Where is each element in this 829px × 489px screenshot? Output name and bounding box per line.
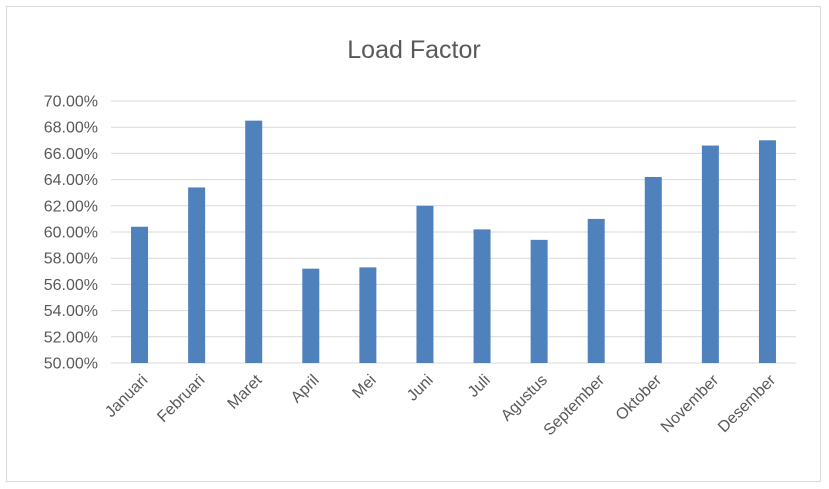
bar-november bbox=[701, 145, 719, 363]
x-axis-category-labels: Januari Februari Maret April Mei Juni Juli Agus… bbox=[102, 371, 780, 439]
x-category-label: Juli bbox=[465, 372, 494, 401]
y-axis-tick-labels: 50.00% 52.00% 54.00% 56.00% 58.00% 60.00% 62.0… bbox=[44, 94, 98, 373]
y-tick-label: 60.00% bbox=[44, 225, 98, 242]
gridlines bbox=[111, 100, 796, 364]
chart-title: Load Factor bbox=[347, 36, 480, 64]
x-category-label: Agustus bbox=[498, 372, 551, 425]
bar-juni bbox=[416, 205, 434, 363]
x-category-label: Juni bbox=[404, 372, 437, 405]
x-category-label: Maret bbox=[225, 371, 266, 412]
x-category-label: September bbox=[541, 371, 609, 439]
bar-desember bbox=[758, 140, 776, 363]
y-tick-label: 70.00% bbox=[44, 94, 98, 111]
x-category-label: Mei bbox=[349, 372, 379, 402]
y-tick-label: 52.00% bbox=[44, 329, 98, 346]
y-tick-label: 50.00% bbox=[44, 356, 98, 373]
bar-mei bbox=[359, 267, 377, 363]
x-category-label: April bbox=[288, 372, 323, 407]
x-category-label: November bbox=[658, 371, 723, 436]
x-category-label: Desember bbox=[715, 371, 780, 436]
bar-januari bbox=[131, 226, 149, 363]
y-tick-label: 68.00% bbox=[44, 120, 98, 137]
bar-april bbox=[302, 268, 320, 363]
y-tick-label: 66.00% bbox=[44, 146, 98, 163]
x-category-label: Oktober bbox=[613, 371, 666, 424]
y-tick-label: 56.00% bbox=[44, 277, 98, 294]
bar-juli bbox=[473, 229, 491, 363]
bars bbox=[131, 120, 776, 364]
bar-september bbox=[587, 218, 605, 363]
x-category-label: Februari bbox=[154, 372, 208, 426]
bar-maret bbox=[245, 120, 263, 364]
y-tick-label: 54.00% bbox=[44, 303, 98, 320]
y-tick-label: 64.00% bbox=[44, 172, 98, 189]
bar-agustus bbox=[530, 239, 548, 363]
bar-februari bbox=[188, 187, 206, 363]
x-category-label: Januari bbox=[102, 372, 151, 421]
y-tick-label: 62.00% bbox=[44, 198, 98, 215]
bar-oktober bbox=[644, 176, 662, 363]
y-tick-label: 58.00% bbox=[44, 251, 98, 268]
